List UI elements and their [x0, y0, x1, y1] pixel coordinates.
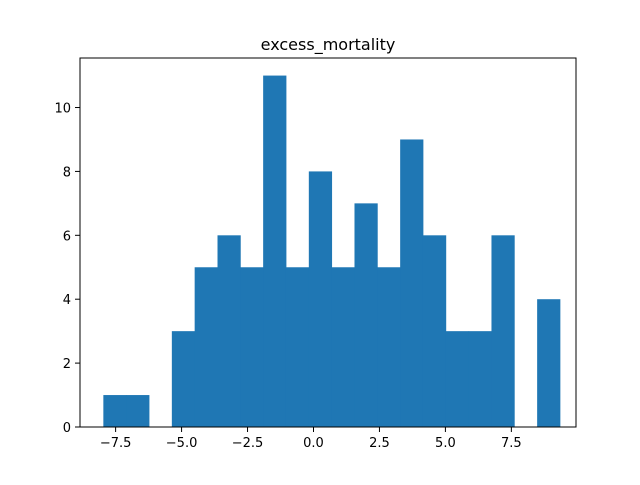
y-tick-label: 2	[63, 357, 71, 372]
histogram-bar	[377, 267, 401, 427]
y-tick-label: 0	[63, 421, 71, 436]
x-tick-label: 0.0	[303, 436, 324, 451]
histogram-bar	[126, 395, 150, 427]
histogram-bar	[308, 171, 333, 427]
y-axis: 0 2 4 6 8 10	[54, 102, 80, 436]
histogram-bar	[537, 299, 561, 427]
histogram-bar	[103, 395, 127, 427]
chart-title: excess_mortality	[261, 35, 396, 55]
histogram-bar	[331, 267, 355, 427]
histogram-bar	[194, 267, 218, 427]
bars-layer	[103, 75, 561, 428]
x-tick-label: −7.5	[100, 436, 132, 451]
histogram-bar	[422, 235, 447, 427]
histogram-bar	[217, 235, 241, 427]
histogram-bar	[400, 139, 424, 427]
axes-frame	[79, 57, 577, 428]
y-tick-label: 10	[54, 102, 71, 117]
y-tick-label: 4	[63, 293, 71, 308]
histogram-bar	[491, 235, 515, 427]
y-tick-label: 8	[63, 165, 71, 180]
histogram-bar	[240, 267, 264, 427]
histogram-bar	[171, 331, 196, 427]
x-tick-label: −5.0	[166, 436, 198, 451]
y-tick-label: 6	[63, 229, 71, 244]
histogram-bar	[263, 75, 287, 428]
histogram-bar	[285, 267, 310, 427]
x-axis: −7.5 −5.0 −2.5 0.0 2.5 5.0 7.5	[100, 427, 522, 451]
x-tick-label: 7.5	[501, 436, 522, 451]
x-tick-label: 5.0	[435, 436, 456, 451]
histogram-bar	[445, 331, 470, 427]
histogram-bar	[354, 203, 378, 427]
x-tick-label: −2.5	[232, 436, 264, 451]
x-tick-label: 2.5	[369, 436, 390, 451]
histogram-bar	[468, 331, 492, 427]
